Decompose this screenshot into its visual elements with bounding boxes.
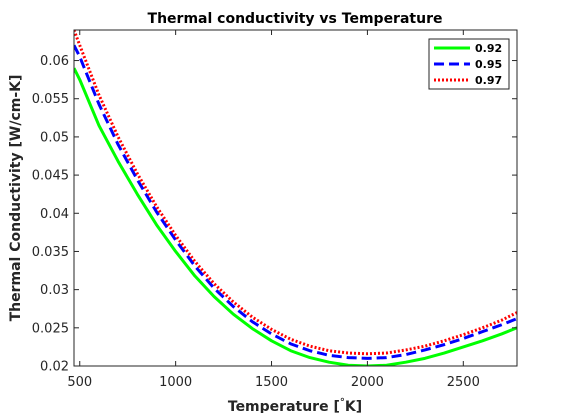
- y-tick-label: 0.04: [40, 207, 69, 222]
- x-axis-title: Temperature [°K]: [228, 397, 362, 413]
- series-line-0-92: [74, 67, 517, 366]
- x-axis-degree: °: [340, 397, 345, 408]
- y-tick-label: 0.06: [40, 54, 69, 69]
- series-line-0-97: [74, 30, 517, 356]
- y-tick-label: 0.025: [32, 321, 69, 336]
- series-layer: [74, 30, 517, 366]
- x-axis-unit: K]: [345, 399, 362, 413]
- plot-frame: [73, 29, 518, 367]
- legend-label-0-97: 0.97: [475, 74, 502, 87]
- series-line-0-95: [74, 44, 517, 360]
- legend: 0.92 0.95 0.97: [428, 38, 510, 90]
- y-tick-label: 0.05: [40, 130, 69, 145]
- legend-label-0-92: 0.92: [475, 42, 502, 55]
- x-tick-label: 2000: [351, 375, 384, 390]
- legend-label-0-95: 0.95: [475, 58, 502, 71]
- x-tick-label: 2500: [447, 375, 480, 390]
- x-tick-label: 1000: [159, 375, 192, 390]
- x-axis-label: Temperature [: [228, 399, 340, 413]
- x-tick-label: 1500: [255, 375, 288, 390]
- x-ticks: 500 1000 1500 2000 2500: [67, 30, 480, 390]
- chart-title: Thermal conductivity vs Temperature: [148, 11, 443, 27]
- y-tick-label: 0.045: [32, 169, 69, 184]
- y-tick-label: 0.03: [40, 283, 69, 298]
- y-tick-label: 0.02: [40, 360, 69, 375]
- x-tick-label: 500: [67, 375, 92, 390]
- y-ticks: 0.02 0.025 0.03 0.035 0.04 0.045 0.05 0.055 0.06: [32, 54, 517, 375]
- y-axis-title: Thermal Conductivity [W/cm-K]: [8, 75, 24, 322]
- y-tick-label: 0.035: [32, 245, 69, 260]
- y-tick-label: 0.055: [32, 92, 69, 107]
